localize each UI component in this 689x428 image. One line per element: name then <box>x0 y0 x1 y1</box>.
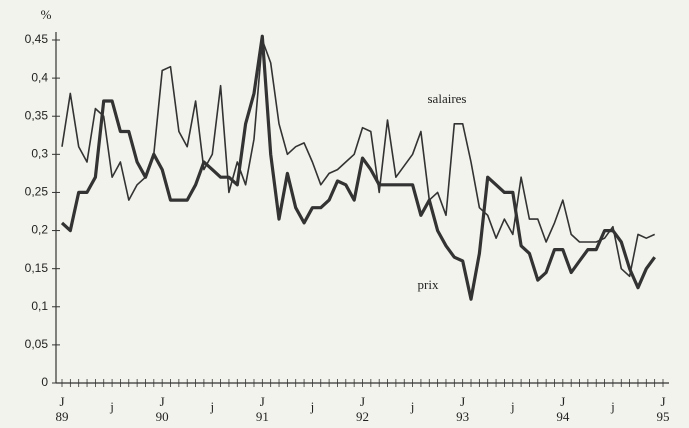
series-line <box>60 34 656 301</box>
x-tick-label: J 89 <box>56 394 69 424</box>
x-tick-label: j <box>109 399 114 414</box>
x-tick-label: j <box>510 399 515 414</box>
y-tick-label: 0,3 <box>31 147 48 161</box>
x-tick-label: J 91 <box>256 394 269 424</box>
y-tick-label: 0 <box>41 375 48 389</box>
y-tick-label: 0,25 <box>25 185 49 199</box>
x-tick-label: J 93 <box>456 394 469 424</box>
x-tick-label: J 90 <box>156 394 169 424</box>
x-tick-label: J 92 <box>356 394 369 424</box>
annotation: salaires <box>428 91 467 106</box>
x-tick-label: j <box>209 399 214 414</box>
y-tick-label: 0,1 <box>31 299 48 313</box>
x-tick-label: j <box>610 399 615 414</box>
x-tick-label: j <box>410 399 415 414</box>
y-tick-label: 0,45 <box>25 32 49 46</box>
x-tick-label: J 95 <box>657 394 670 424</box>
series-line <box>61 39 656 278</box>
y-tick-label: 0,05 <box>25 337 49 351</box>
y-tick-label: 0,35 <box>25 108 49 122</box>
x-tick-label: j <box>310 399 315 414</box>
annotation: prix <box>418 277 439 292</box>
y-tick-label: 0,4 <box>31 70 48 84</box>
y-tick-label: 0,15 <box>25 261 49 275</box>
x-tick-label: J 94 <box>556 394 570 424</box>
y-tick-label: 0,2 <box>31 223 48 237</box>
y-unit: % <box>41 7 52 22</box>
